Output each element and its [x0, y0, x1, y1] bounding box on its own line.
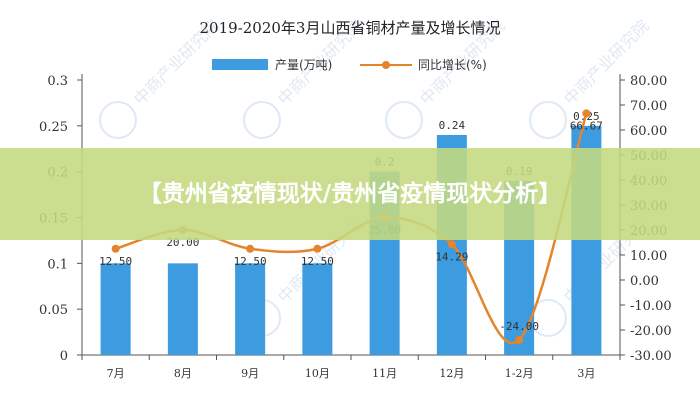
growth-point [515, 336, 524, 344]
y-right-tick-label: 10.00 [630, 249, 667, 264]
y-right-tick-label: 60.00 [630, 124, 667, 139]
y-right-tick-label: 80.00 [630, 74, 667, 89]
y-left-tick-label: 0 [60, 349, 68, 364]
y-right-tick-label: -30.00 [630, 349, 672, 364]
x-tick-label: 3月 [577, 367, 595, 380]
growth-value-label: -24.00 [499, 320, 539, 333]
watermark-text: 中商产业研究院 [560, 16, 653, 109]
y-right-tick-label: 70.00 [630, 99, 667, 114]
x-tick-label: 9月 [241, 367, 259, 380]
y-left-tick-label: 0.3 [47, 74, 68, 89]
legend-bar-swatch [212, 59, 268, 70]
watermark-circle [243, 101, 281, 139]
growth-value-label: 14.29 [435, 250, 468, 263]
legend: 产量(万吨) 同比增长(%) [212, 58, 487, 72]
watermark-circle [99, 101, 137, 139]
growth-value-label: 12.50 [301, 255, 334, 268]
overlay-banner[interactable]: 【贵州省疫情现状/贵州省疫情现状分析】 [0, 148, 700, 240]
x-tick-label: 12月 [439, 367, 464, 380]
growth-point [582, 109, 591, 118]
y-right-tick-label: 0.00 [630, 274, 659, 289]
x-tick-label: 1-2月 [505, 367, 534, 380]
x-tick-label: 7月 [107, 367, 125, 380]
bar-value-label: 0.24 [439, 119, 466, 132]
legend-label-growth: 同比增长(%) [418, 58, 487, 72]
growth-point [447, 240, 456, 249]
bar [302, 263, 333, 355]
overlay-banner-text[interactable]: 【贵州省疫情现状/贵州省疫情现状分析】 [138, 181, 562, 207]
growth-value-label: 12.50 [99, 255, 132, 268]
chart-title: 2019-2020年3月山西省铜材产量及增长情况 [200, 19, 501, 37]
watermark-circle [385, 101, 423, 139]
y-left-tick-label: 0.1 [47, 257, 68, 272]
growth-value-label: 12.50 [234, 255, 267, 268]
growth-value-label: 66.67 [570, 119, 603, 132]
legend-line-marker [382, 61, 390, 69]
y-right-tick-label: -20.00 [630, 324, 672, 339]
y-right-tick-label: -10.00 [630, 299, 672, 314]
bar [100, 263, 131, 355]
growth-point [313, 244, 322, 253]
growth-point [111, 244, 120, 253]
bar [235, 263, 266, 355]
growth-point [246, 244, 255, 253]
y-left-tick-label: 0.25 [39, 120, 68, 135]
watermark-circle [529, 101, 567, 139]
y-left-tick-label: 0.05 [39, 303, 68, 318]
x-tick-label: 8月 [174, 367, 192, 380]
legend-label-production: 产量(万吨) [275, 58, 332, 72]
x-tick-label: 11月 [372, 367, 397, 380]
x-tick-label: 10月 [305, 367, 330, 380]
bar [167, 263, 198, 355]
